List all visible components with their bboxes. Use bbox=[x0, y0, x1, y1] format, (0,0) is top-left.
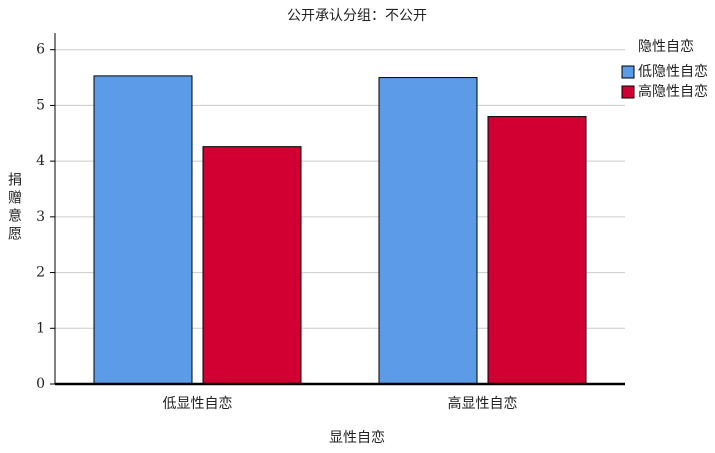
y-axis-label: 捐赠意愿 bbox=[6, 172, 22, 244]
legend-swatch bbox=[621, 85, 635, 99]
bar bbox=[202, 146, 302, 385]
bar bbox=[378, 77, 478, 385]
chart-title: 公开承认分组：不公开 bbox=[287, 8, 427, 24]
y-tick-label: 0 bbox=[36, 376, 45, 392]
legend-swatch bbox=[621, 65, 635, 79]
y-tick-label: 3 bbox=[36, 209, 45, 225]
y-tick-label: 4 bbox=[36, 153, 45, 169]
legend-title: 隐性自恋 bbox=[638, 38, 694, 55]
bar bbox=[487, 116, 587, 385]
y-tick-label: 6 bbox=[36, 42, 45, 58]
y-tick-label: 1 bbox=[36, 320, 45, 336]
x-tick-label: 低显性自恋 bbox=[163, 395, 233, 412]
legend-label: 高隐性自恋 bbox=[638, 83, 708, 100]
y-tick-label: 5 bbox=[36, 97, 45, 113]
bar bbox=[93, 75, 193, 385]
x-tick-label: 高显性自恋 bbox=[448, 395, 518, 412]
legend-label: 低隐性自恋 bbox=[638, 63, 708, 80]
y-tick-label: 2 bbox=[36, 265, 45, 281]
x-axis-label: 显性自恋 bbox=[329, 429, 385, 446]
